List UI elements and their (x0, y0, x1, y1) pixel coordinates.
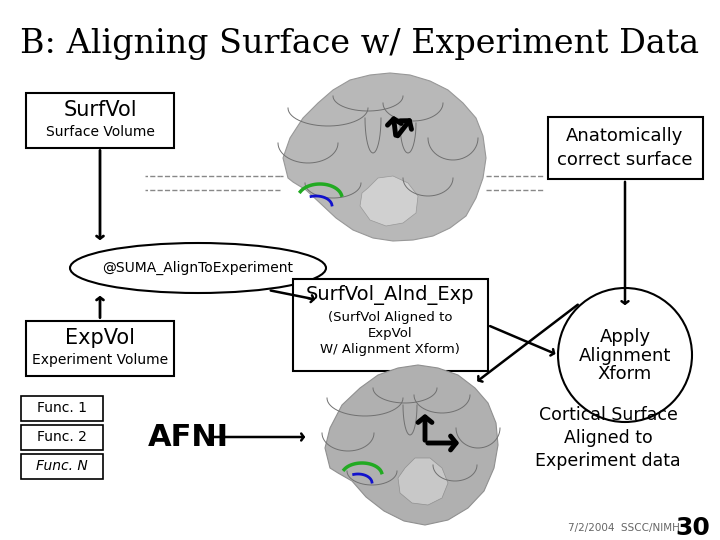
Text: @SUMA_AlignToExperiment: @SUMA_AlignToExperiment (102, 261, 294, 275)
Text: Experiment data: Experiment data (535, 452, 681, 470)
Bar (547, 117, 703, 179)
Bar (26, 92, 174, 147)
Bar (26, 321, 174, 375)
Text: SurfVol_Alnd_Exp: SurfVol_Alnd_Exp (306, 285, 474, 305)
Text: B: Aligning Surface w/ Experiment Data: B: Aligning Surface w/ Experiment Data (20, 28, 700, 60)
Text: 30: 30 (675, 516, 710, 540)
Text: Func. 2: Func. 2 (37, 430, 87, 444)
Text: Func. N: Func. N (36, 459, 88, 473)
Text: ExpVol: ExpVol (65, 328, 135, 348)
Circle shape (558, 288, 692, 422)
Text: Func. 1: Func. 1 (37, 401, 87, 415)
Text: Anatomically: Anatomically (567, 127, 684, 145)
Bar (21, 395, 103, 421)
Text: ExpVol: ExpVol (368, 327, 413, 340)
Text: SurfVol: SurfVol (63, 100, 137, 120)
Text: W/ Alignment Xform): W/ Alignment Xform) (320, 342, 460, 355)
Text: 7/2/2004  SSCC/NIMH: 7/2/2004 SSCC/NIMH (568, 523, 680, 533)
Text: Xform: Xform (598, 365, 652, 383)
Text: Apply: Apply (600, 328, 651, 346)
Polygon shape (325, 365, 498, 525)
Text: (SurfVol Aligned to: (SurfVol Aligned to (328, 310, 452, 323)
Ellipse shape (70, 243, 326, 293)
Text: correct surface: correct surface (557, 151, 693, 169)
Bar (292, 279, 487, 371)
Bar (21, 424, 103, 449)
Text: Aligned to: Aligned to (564, 429, 652, 447)
Text: Surface Volume: Surface Volume (45, 125, 154, 139)
Text: Cortical Surface: Cortical Surface (539, 406, 678, 424)
Text: Experiment Volume: Experiment Volume (32, 353, 168, 367)
Text: AFNI: AFNI (148, 422, 229, 451)
Polygon shape (398, 458, 448, 505)
Polygon shape (360, 176, 418, 226)
Polygon shape (283, 73, 486, 241)
Bar (21, 454, 103, 478)
Text: Alignment: Alignment (579, 347, 671, 365)
